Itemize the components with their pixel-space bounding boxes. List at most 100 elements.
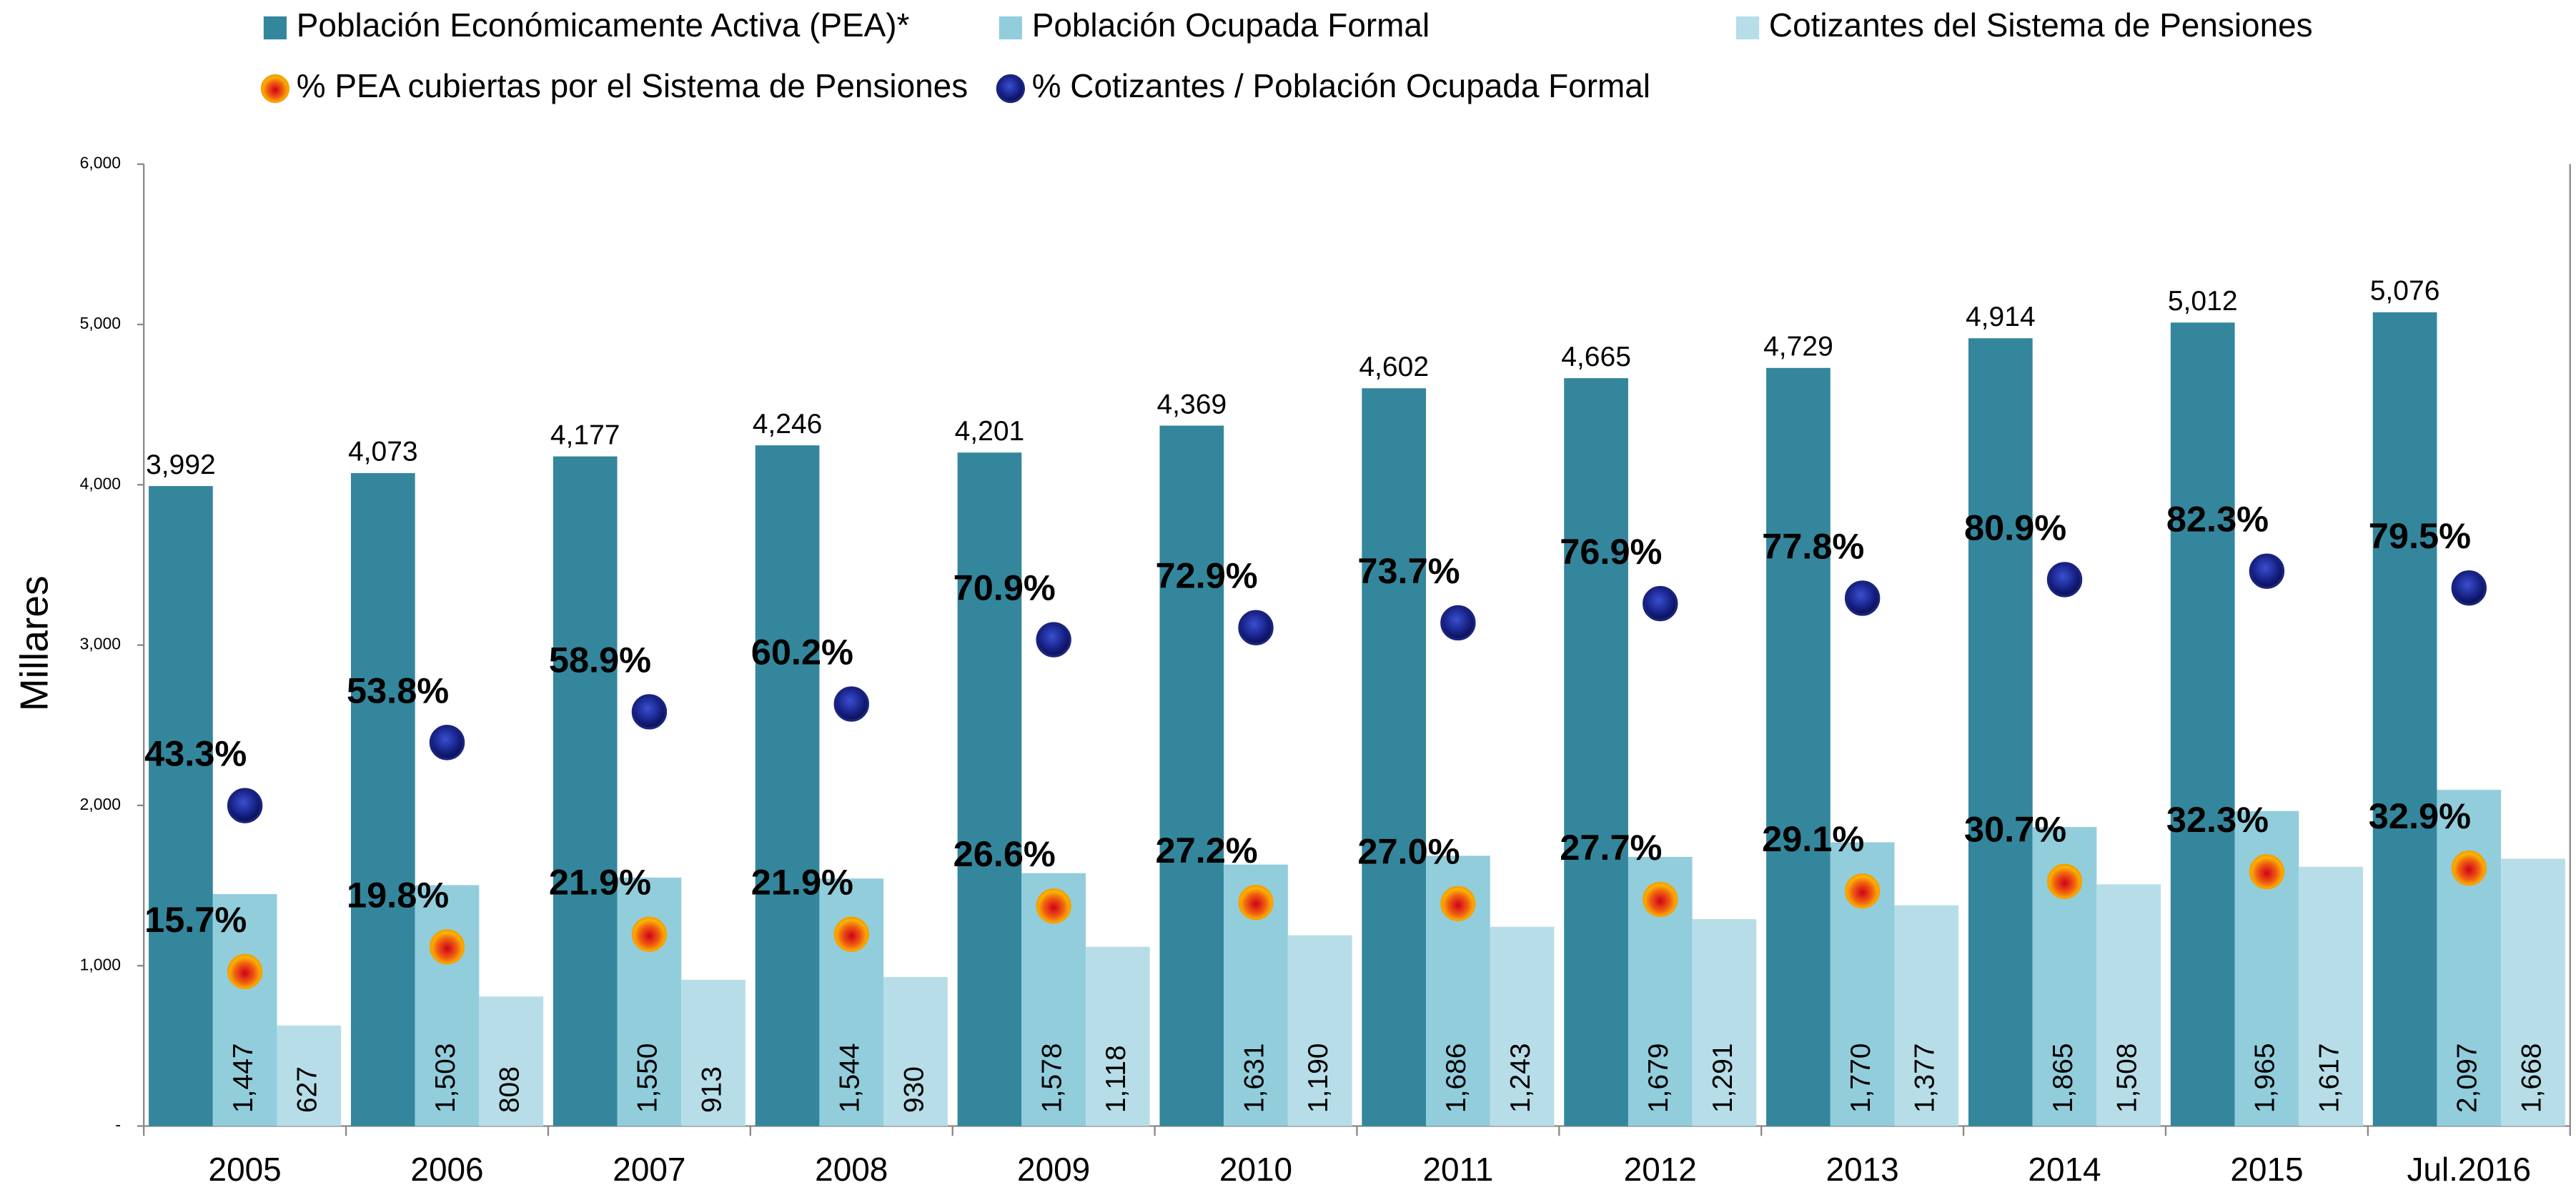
bar (1287, 935, 1352, 1126)
y-tick-label: 3,000 (80, 635, 121, 653)
x-tick-label: 2011 (1423, 1151, 1494, 1188)
x-tick-label: 2008 (815, 1151, 888, 1188)
x-tick-label: 2014 (2028, 1151, 2101, 1188)
bar (2096, 884, 2161, 1126)
y-tick-label: 5,000 (80, 314, 121, 332)
value-label: 1,965 (2250, 1043, 2281, 1113)
bar (681, 979, 745, 1126)
bar (883, 976, 948, 1126)
bar (1894, 905, 1959, 1126)
value-label: 1,631 (1239, 1043, 1269, 1113)
value-label: 1,243 (1505, 1043, 1536, 1113)
value-label: 1,679 (1643, 1043, 1674, 1113)
value-label: 1,118 (1101, 1045, 1131, 1113)
value-label: 1,291 (1708, 1043, 1738, 1113)
marker (1643, 881, 1678, 918)
legend-label: % Cotizantes / Población Ocupada Formal (1032, 67, 1650, 104)
marker (429, 929, 465, 965)
marker (2249, 553, 2285, 589)
y-tick-label: 2,000 (80, 795, 121, 813)
bar (1490, 926, 1555, 1126)
value-label: 3,992 (146, 450, 216, 480)
x-tick-label: 2005 (209, 1151, 282, 1188)
marker (2249, 854, 2285, 890)
marker (2451, 850, 2487, 886)
value-label: 82.3% (2166, 499, 2269, 540)
marker (1238, 610, 1274, 645)
value-label: 30.7% (1964, 809, 2066, 850)
value-label: 73.7% (1357, 550, 1460, 591)
marker (1440, 605, 1476, 641)
marker (1036, 888, 1071, 924)
value-label: 4,073 (348, 437, 418, 467)
x-tick-label: 2012 (1624, 1151, 1697, 1188)
bar (212, 893, 277, 1126)
value-label: 4,201 (955, 416, 1025, 447)
value-label: 4,729 (1763, 332, 1833, 362)
bar (553, 456, 618, 1126)
value-label: 4,665 (1561, 342, 1631, 372)
value-label: 27.7% (1560, 827, 1662, 868)
legend-swatch (263, 16, 287, 40)
value-label: 53.8% (347, 670, 449, 710)
bar (957, 452, 1022, 1126)
y-axis-label: Millares (11, 575, 56, 711)
value-label: 27.2% (1155, 830, 1257, 871)
value-label: 15.7% (144, 899, 247, 940)
y-tick-label: 4,000 (80, 474, 121, 492)
x-tick-label: 2013 (1826, 1151, 1899, 1188)
x-tick-label: 2009 (1017, 1151, 1090, 1188)
legend-swatch (1736, 16, 1760, 40)
bar (1362, 388, 1427, 1126)
y-tick-label: 6,000 (80, 154, 121, 172)
value-label: 808 (495, 1066, 525, 1113)
value-label: 43.3% (144, 733, 247, 774)
bar (755, 445, 820, 1126)
value-label: 4,246 (753, 409, 823, 440)
legend-label: Población Ocupada Formal (1032, 6, 1430, 44)
value-label: 1,544 (835, 1043, 866, 1113)
value-label: 70.9% (953, 567, 1056, 608)
value-label: 27.0% (1357, 831, 1460, 872)
value-label: 1,617 (2314, 1043, 2344, 1113)
legend-swatch (996, 74, 1025, 104)
marker (1238, 884, 1274, 921)
marker (833, 686, 869, 722)
x-tick-label: 2015 (2230, 1151, 2303, 1188)
x-tick-label: 2010 (1219, 1151, 1292, 1188)
marker (2046, 863, 2083, 899)
bar (1968, 338, 2033, 1126)
marker (631, 694, 668, 730)
marker (1844, 873, 1881, 909)
value-label: 1,668 (2516, 1043, 2547, 1113)
bar (1692, 918, 1757, 1126)
marker (1844, 580, 1881, 616)
value-label: 72.9% (1155, 555, 1257, 596)
marker (227, 953, 263, 990)
value-label: 4,177 (550, 420, 620, 450)
value-label: 21.9% (751, 862, 853, 903)
y-tick-label: 1,000 (80, 955, 121, 973)
marker (2451, 570, 2487, 606)
value-label: 1,865 (2048, 1043, 2079, 1113)
bar (1085, 946, 1150, 1126)
value-label: 26.6% (953, 833, 1056, 874)
bar (350, 472, 415, 1126)
value-label: 913 (696, 1066, 727, 1113)
value-label: 4,369 (1156, 389, 1227, 420)
value-label: 4,602 (1359, 352, 1429, 382)
bar (2437, 790, 2502, 1126)
value-label: 5,076 (2370, 276, 2440, 307)
marker (631, 916, 668, 952)
legend-swatch (260, 74, 290, 104)
marker (1643, 585, 1678, 622)
value-label: 58.9% (549, 639, 651, 680)
x-tick-label: 2007 (613, 1151, 685, 1188)
value-label: 1,508 (2112, 1043, 2143, 1113)
marker (1440, 886, 1476, 921)
bar (277, 1025, 342, 1126)
value-label: 21.9% (549, 862, 651, 903)
value-label: 1,447 (228, 1043, 259, 1113)
value-label: 1,503 (430, 1043, 461, 1113)
